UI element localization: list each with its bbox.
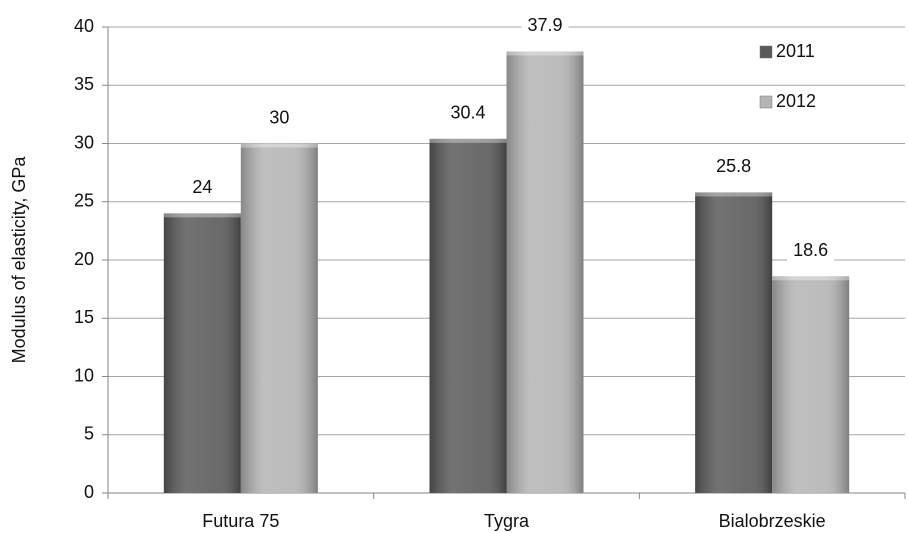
- bar-shade: [429, 138, 507, 493]
- bar-top: [772, 276, 850, 281]
- bar-shade: [506, 51, 584, 494]
- y-tick-label: 0: [84, 482, 94, 502]
- y-tick-label: 20: [74, 249, 94, 269]
- y-tick-label: 10: [74, 365, 94, 385]
- data-label: 24: [192, 177, 212, 197]
- data-label: 30.4: [450, 103, 485, 123]
- bar-top: [163, 213, 241, 218]
- x-tick-label: Futura 75: [202, 511, 279, 531]
- data-label-bg: [263, 105, 296, 130]
- bar-top: [429, 138, 507, 143]
- x-tick-label: Tygra: [484, 511, 530, 531]
- bar-shade: [695, 192, 773, 493]
- data-label-bg: [521, 13, 569, 38]
- bar-top: [695, 192, 773, 197]
- bar-shade: [240, 143, 318, 493]
- y-tick-label: 5: [84, 424, 94, 444]
- data-label: 30: [269, 107, 289, 127]
- bar-top: [506, 51, 584, 56]
- y-axis-title: Modulus of elasticity, GPa: [9, 156, 29, 364]
- y-tick-label: 30: [74, 132, 94, 152]
- data-label-bg: [186, 175, 219, 200]
- data-label-bg: [787, 238, 835, 263]
- legend-label: 2012: [776, 91, 816, 111]
- data-label: 25.8: [716, 156, 751, 176]
- data-label-bg: [710, 154, 758, 179]
- data-label: 37.9: [527, 15, 562, 35]
- y-tick-label: 35: [74, 74, 94, 94]
- bar-top: [240, 143, 318, 148]
- legend-marker: [759, 95, 773, 109]
- y-tick-label: 25: [74, 191, 94, 211]
- legend-label: 2011: [776, 41, 815, 61]
- bar-shade: [163, 213, 241, 493]
- data-label: 18.6: [793, 240, 828, 260]
- y-tick-label: 40: [74, 16, 94, 36]
- legend-marker: [759, 45, 773, 59]
- x-tick-label: Bialobrzeskie: [719, 511, 826, 531]
- bar-shade: [772, 276, 850, 493]
- y-tick-label: 15: [74, 307, 94, 327]
- data-label-bg: [444, 100, 492, 125]
